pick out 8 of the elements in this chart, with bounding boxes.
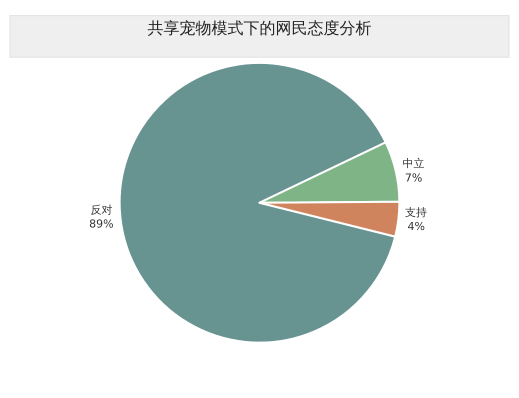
data-label: 7% [404, 171, 422, 184]
data-label: 4% [407, 220, 425, 234]
slice-label: 反对 [90, 203, 112, 216]
slice-label: 支持 [405, 206, 428, 219]
chart-title: 共享宠物模式下的网民态度分析 [148, 18, 372, 38]
slice-label: 中立 [402, 156, 425, 170]
pie-slice [118, 62, 396, 344]
data-label: 89% [89, 218, 114, 231]
